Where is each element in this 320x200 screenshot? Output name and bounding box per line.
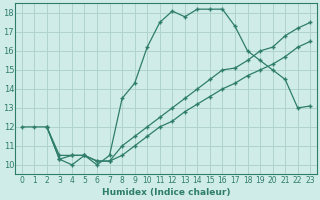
X-axis label: Humidex (Indice chaleur): Humidex (Indice chaleur) bbox=[102, 188, 230, 197]
